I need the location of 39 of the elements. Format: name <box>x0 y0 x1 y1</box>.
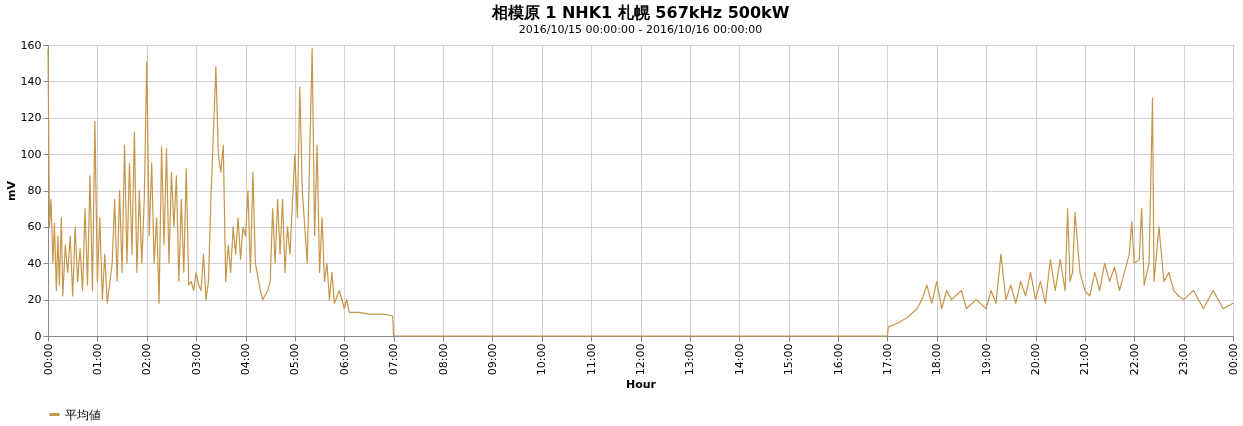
y-tick-label: 60 <box>27 220 42 234</box>
y-tick-label: 40 <box>27 256 42 270</box>
y-tick-label: 0 <box>34 329 42 343</box>
x-tick-label: 17:00 <box>880 343 894 376</box>
x-tick-label: 15:00 <box>782 343 796 376</box>
chart-subtitle: 2016/10/15 00:00:00 - 2016/10/16 00:00:00 <box>518 23 763 36</box>
y-tick-label: 160 <box>20 38 42 52</box>
x-tick-label: 14:00 <box>732 343 746 376</box>
x-tick-label: 13:00 <box>683 343 697 376</box>
x-tick-label: 16:00 <box>831 343 845 376</box>
x-tick-label: 12:00 <box>634 343 647 376</box>
y-tick-label: 120 <box>20 111 42 125</box>
y-tick-label: 80 <box>27 184 42 197</box>
x-tick-label: 00:00 <box>41 343 55 376</box>
x-tick-label: 06:00 <box>337 343 351 376</box>
x-tick-label: 07:00 <box>387 343 401 376</box>
x-tick-label: 09:00 <box>485 343 499 376</box>
x-tick-label: 00:00 <box>1226 343 1240 376</box>
x-tick-label: 02:00 <box>140 343 154 376</box>
x-tick-label: 03:00 <box>189 343 203 376</box>
y-tick-label: 20 <box>27 293 42 307</box>
legend-label: 平均値 <box>65 407 101 422</box>
y-axis-title: mV <box>4 180 18 201</box>
x-tick-label: 20:00 <box>1029 343 1042 376</box>
x-tick-label: 11:00 <box>584 343 598 376</box>
x-tick-label: 23:00 <box>1177 343 1191 376</box>
x-tick-label: 10:00 <box>535 343 549 376</box>
x-tick-label: 22:00 <box>1127 343 1141 376</box>
x-tick-label: 05:00 <box>288 343 302 376</box>
x-tick-label: 01:00 <box>90 343 104 376</box>
y-tick-label: 140 <box>20 74 42 88</box>
x-tick-label: 18:00 <box>930 343 944 376</box>
x-axis-title: Hour <box>625 378 657 392</box>
x-tick-label: 19:00 <box>979 343 993 376</box>
x-tick-label: 21:00 <box>1078 343 1092 376</box>
x-tick-label: 08:00 <box>436 343 450 376</box>
chart-title: 相模原 1 NHK1 札幌 567kHz 500kW <box>490 3 790 22</box>
x-tick-label: 04:00 <box>239 343 252 376</box>
y-tick-label: 100 <box>20 147 42 161</box>
